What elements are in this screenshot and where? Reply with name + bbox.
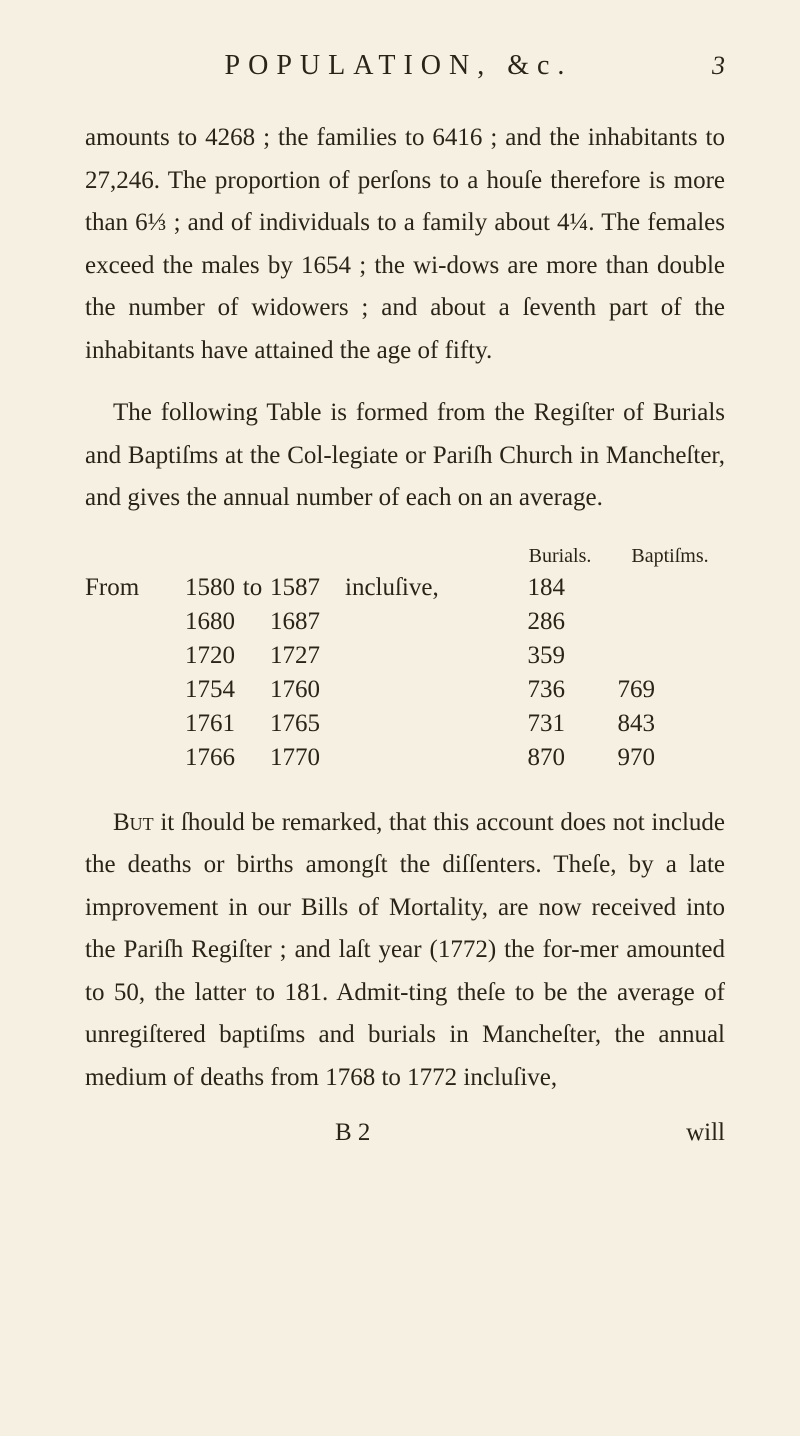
table-row: 1754 1760 736 769 [85,676,725,704]
paragraph-3-rest: it ſhould be remarked, that this account… [85,809,725,1091]
col-header-burials: Burials. [505,545,615,568]
paragraph-1: amounts to 4268 ; the families to 6416 ;… [85,117,725,372]
year-end: 1727 [270,642,345,670]
footer-row: B 2 will [85,1119,725,1147]
table-row: 1680 1687 286 [85,608,725,636]
table-row: From 1580 to 1587 incluſive, 184 [85,574,725,602]
burials-value: 870 [475,744,565,772]
burials-value: 731 [475,710,565,738]
paragraph-2-text: The following Table is formed from the R… [85,399,725,511]
page-container: POPULATION, &c. 3 amounts to 4268 ; the … [0,0,800,1207]
inclusive-label: incluſive, [345,574,475,602]
year-start: 1720 [160,642,235,670]
year-start: 1580 [160,574,235,602]
year-end: 1765 [270,710,345,738]
burials-value: 736 [475,676,565,704]
year-start: 1766 [160,744,235,772]
from-label: From [85,574,160,602]
signature-mark: B 2 [335,1119,370,1147]
table-row: 1761 1765 731 843 [85,710,725,738]
year-end: 1687 [270,608,345,636]
year-start: 1754 [160,676,235,704]
paragraph-3-lead: But [113,809,154,836]
paragraph-1-text: amounts to 4268 ; the families to 6416 ;… [85,124,725,364]
year-start: 1680 [160,608,235,636]
baptisms-value: 769 [565,676,665,704]
data-table: Burials. Baptiſms. From 1580 to 1587 inc… [85,545,725,772]
table-row: 1766 1770 870 970 [85,744,725,772]
year-end: 1770 [270,744,345,772]
year-end: 1587 [270,574,345,602]
baptisms-value: 843 [565,710,665,738]
paragraph-2: The following Table is formed from the R… [85,392,725,520]
table-header-row: Burials. Baptiſms. [85,545,725,568]
burials-value: 184 [475,574,565,602]
burials-value: 359 [475,642,565,670]
burials-value: 286 [475,608,565,636]
to-label: to [235,574,270,602]
page-header: POPULATION, &c. 3 [85,50,725,82]
col-header-baptisms: Baptiſms. [615,545,725,568]
year-end: 1760 [270,676,345,704]
running-title: POPULATION, &c. [85,50,712,82]
table-row: 1720 1727 359 [85,642,725,670]
baptisms-value: 970 [565,744,665,772]
year-start: 1761 [160,710,235,738]
page-number: 3 [712,51,725,81]
paragraph-3: But it ſhould be remarked, that this acc… [85,802,725,1100]
catchword: will [686,1119,725,1147]
